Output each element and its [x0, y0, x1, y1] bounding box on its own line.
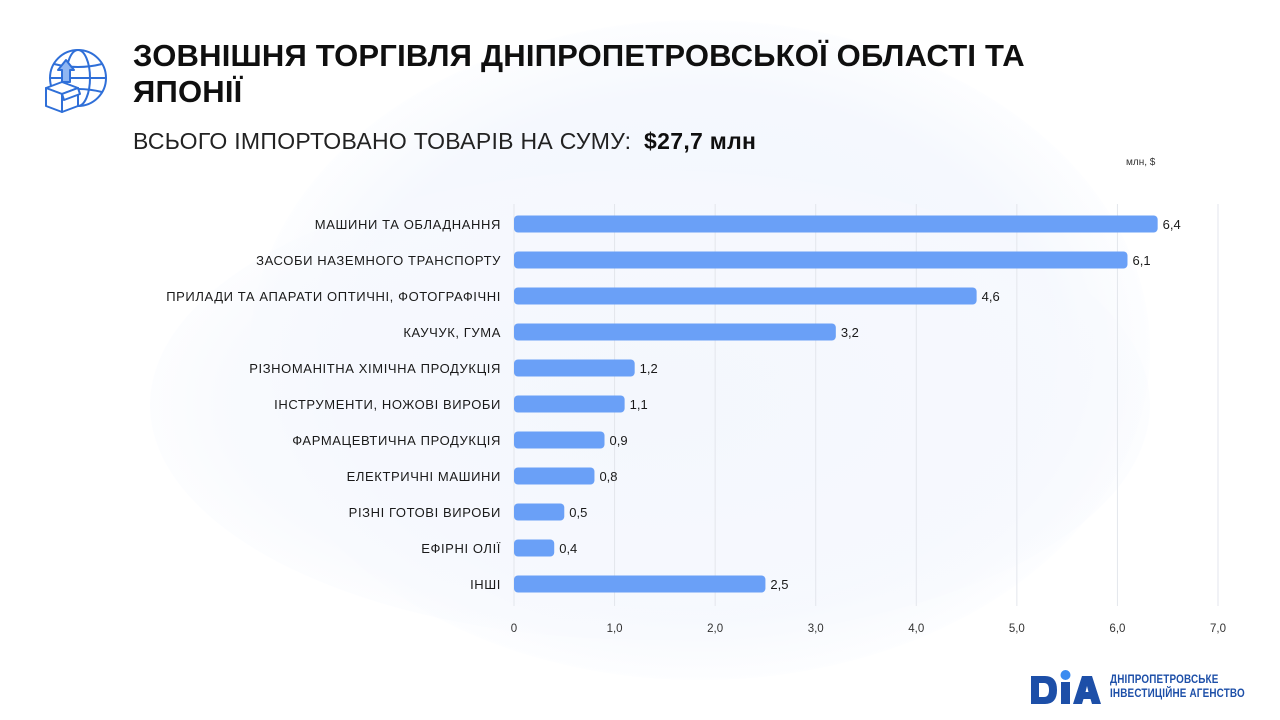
category-label: ЕЛЕКТРИЧНІ МАШИНИ — [347, 469, 501, 484]
bar — [514, 575, 766, 593]
category-label: РІЗНОМАНІТНА ХІМІЧНА ПРОДУКЦІЯ — [249, 361, 501, 376]
category-label: ІНШІ — [470, 577, 501, 592]
bar-value-label: 0,5 — [569, 505, 587, 520]
bar — [514, 215, 1158, 233]
bar — [514, 323, 836, 341]
category-label: РІЗНІ ГОТОВІ ВИРОБИ — [349, 505, 501, 520]
category-label: МАШИНИ ТА ОБЛАДНАННЯ — [315, 217, 501, 232]
x-tick-label: 5,0 — [1009, 623, 1025, 635]
bar — [514, 467, 595, 485]
bar — [514, 287, 977, 305]
bar-value-label: 0,9 — [610, 433, 628, 448]
logo-line-2: ІНВЕСТИЦІЙНЕ АГЕНСТВО — [1110, 688, 1245, 700]
x-tick-label: 0 — [511, 623, 517, 635]
x-tick-label: 3,0 — [808, 623, 824, 635]
bar — [514, 359, 635, 377]
subtitle-text: ВСЬОГО ІМПОРТОВАНО ТОВАРІВ НА СУМУ: — [133, 128, 632, 154]
x-tick-label: 7,0 — [1210, 623, 1226, 635]
bar-value-label: 6,1 — [1132, 253, 1150, 268]
bar-value-label: 0,8 — [599, 469, 617, 484]
logo-line-1: ДНІПРОПЕТРОВСЬКЕ — [1110, 674, 1219, 686]
x-tick-label: 1,0 — [607, 623, 623, 635]
page-title: ЗОВНІШНЯ ТОРГІВЛЯ ДНІПРОПЕТРОВСЬКОЇ ОБЛА… — [133, 38, 1025, 109]
bar — [514, 431, 605, 449]
dia-logo: ДНІПРОПЕТРОВСЬКЕ ІНВЕСТИЦІЙНЕ АГЕНСТВО — [1029, 667, 1267, 707]
category-label: КАУЧУК, ГУМА — [403, 325, 501, 340]
bar-value-label: 1,2 — [640, 361, 658, 376]
category-label: ПРИЛАДИ ТА АПАРАТИ ОПТИЧНІ, ФОТОГРАФІЧНІ — [166, 289, 501, 304]
import-total-value: $27,7 млн — [644, 128, 757, 154]
globe-with-box-icon — [40, 44, 110, 114]
x-tick-label: 2,0 — [707, 623, 723, 635]
import-total-subtitle: ВСЬОГО ІМПОРТОВАНО ТОВАРІВ НА СУМУ: $27,… — [133, 126, 756, 156]
dia-logo-text: ДНІПРОПЕТРОВСЬКЕ ІНВЕСТИЦІЙНЕ АГЕНСТВО — [1110, 673, 1245, 701]
category-label: ІНСТРУМЕНТИ, НОЖОВІ ВИРОБИ — [274, 397, 501, 412]
x-tick-label: 4,0 — [908, 623, 924, 635]
dia-logo-mark — [1029, 670, 1105, 704]
category-label: ЕФІРНІ ОЛІЇ — [421, 541, 501, 556]
bar — [514, 251, 1128, 269]
bar — [514, 395, 625, 413]
bar — [514, 539, 555, 557]
bar — [514, 503, 565, 521]
bar-value-label: 0,4 — [559, 541, 577, 556]
category-label: ФАРМАЦЕВТИЧНА ПРОДУКЦІЯ — [292, 433, 501, 448]
x-tick-label: 6,0 — [1109, 623, 1125, 635]
bar-value-label: 1,1 — [630, 397, 648, 412]
bar-value-label: 3,2 — [841, 325, 859, 340]
bar-value-label: 6,4 — [1163, 217, 1181, 232]
bar-value-label: 2,5 — [770, 577, 788, 592]
background-shape-lower — [150, 170, 1150, 640]
category-label: ЗАСОБИ НАЗЕМНОГО ТРАНСПОРТУ — [256, 253, 501, 268]
bar-value-label: 4,6 — [982, 289, 1000, 304]
unit-label: млн, $ — [1126, 157, 1156, 168]
